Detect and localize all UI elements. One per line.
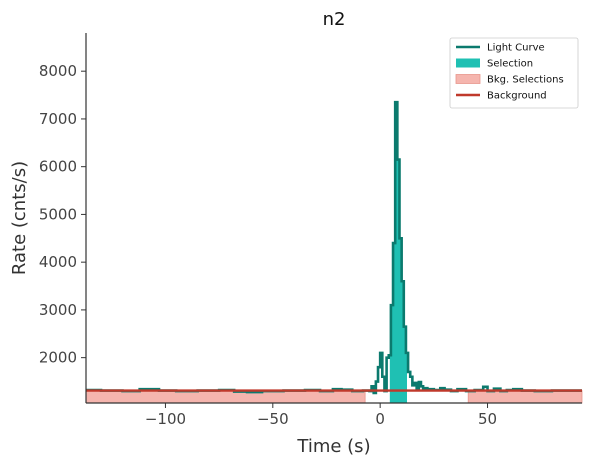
bkg-selection-band-1 xyxy=(467,390,583,404)
y-tick-label: 8000 xyxy=(39,62,77,80)
y-axis-label: Rate (cnts/s) xyxy=(9,161,30,275)
x-axis-label: Time (s) xyxy=(296,436,370,457)
y-tick-label: 4000 xyxy=(39,253,77,271)
legend-label: Selection xyxy=(487,59,533,70)
x-tick-label: −100 xyxy=(145,410,186,428)
legend-label: Bkg. Selections xyxy=(487,75,564,86)
x-tick-label: 0 xyxy=(375,410,385,428)
legend-swatch-patch xyxy=(456,58,480,68)
y-tick-label: 5000 xyxy=(39,205,77,223)
light-curve-line xyxy=(86,100,582,395)
axes: −100 −50 0 50 2000 3000 4000 5000 6000 7000 8000 xyxy=(39,33,582,428)
y-tick-label: 7000 xyxy=(39,110,77,128)
legend-label: Background xyxy=(487,91,547,102)
plot-area xyxy=(85,100,583,404)
chart-title: n2 xyxy=(323,9,346,30)
x-tick-label: 50 xyxy=(478,410,497,428)
bkg-selection-band-0 xyxy=(85,390,366,404)
x-tick-label: −50 xyxy=(257,410,289,428)
legend-box xyxy=(449,37,579,109)
legend-label: Light Curve xyxy=(487,43,545,54)
y-tick-label: 2000 xyxy=(39,349,77,367)
legend: Light Curve Selection Bkg. Selections Backg… xyxy=(449,37,579,109)
y-tick-label: 6000 xyxy=(39,158,77,176)
legend-swatch-patch xyxy=(455,74,481,84)
y-tick-label: 3000 xyxy=(39,301,77,319)
